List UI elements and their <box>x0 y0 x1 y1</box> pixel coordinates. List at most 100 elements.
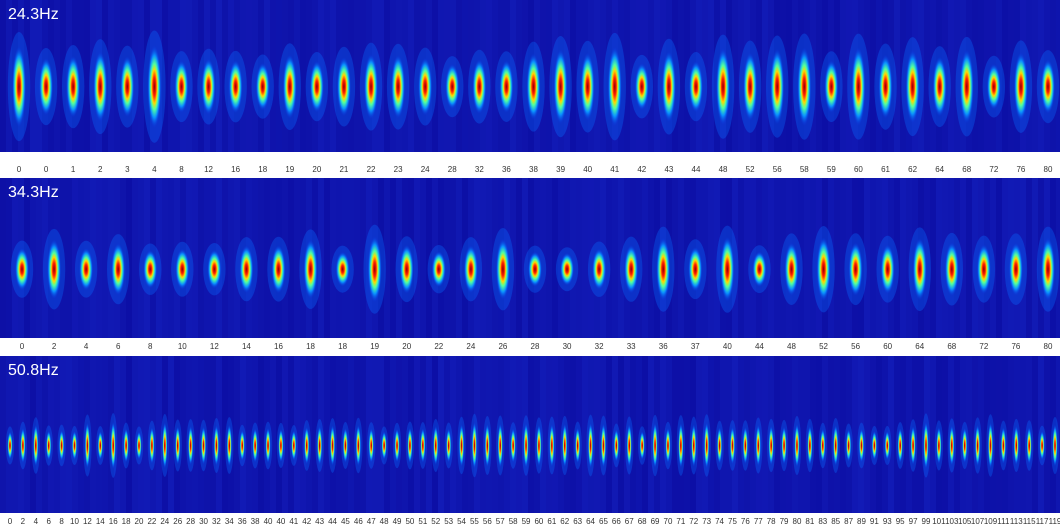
frame-label: 0 <box>17 165 22 174</box>
blob <box>329 425 336 466</box>
frame-label: 32 <box>212 517 221 526</box>
noise <box>708 0 714 152</box>
blob <box>213 425 220 466</box>
noise <box>906 356 912 513</box>
noise <box>144 356 150 513</box>
frame-label: 57 <box>496 517 505 526</box>
blob <box>729 426 736 465</box>
frame-label: 70 <box>664 517 673 526</box>
frame-label: 3 <box>125 165 130 174</box>
blob <box>923 421 929 470</box>
noise <box>132 356 138 513</box>
blob <box>553 49 568 125</box>
noise <box>456 0 462 152</box>
blob <box>394 428 400 463</box>
blob <box>871 430 877 461</box>
blob <box>656 237 671 301</box>
frame-label: 8 <box>59 517 64 526</box>
frame-label: 80 <box>1044 342 1053 351</box>
frame-label: 48 <box>380 517 389 526</box>
noise <box>300 0 306 152</box>
noise <box>804 178 810 338</box>
blob <box>797 47 812 127</box>
noise <box>402 0 408 152</box>
blob <box>912 238 927 301</box>
frame-label: 83 <box>818 517 827 526</box>
frame-label: 16 <box>231 165 240 174</box>
blob <box>932 56 947 117</box>
frame-label: 34 <box>225 517 234 526</box>
noise <box>978 0 984 152</box>
noise <box>156 356 162 513</box>
frame-label: 22 <box>434 342 443 351</box>
noise <box>750 356 756 513</box>
noise <box>720 356 726 513</box>
noise <box>582 178 588 338</box>
blob <box>884 430 890 461</box>
noise <box>420 178 426 338</box>
frame-label: 52 <box>819 342 828 351</box>
frame-label: 44 <box>755 342 764 351</box>
frame-label: 93 <box>883 517 892 526</box>
blob <box>716 427 723 464</box>
noise <box>864 178 870 338</box>
blob <box>342 428 349 463</box>
noise <box>522 0 528 152</box>
noise <box>210 356 216 513</box>
blob <box>1041 237 1055 301</box>
noise <box>438 356 444 513</box>
frame-label: 2 <box>21 517 26 526</box>
frame-label: 80 <box>1044 165 1053 174</box>
blob <box>743 52 758 121</box>
noise <box>192 0 198 152</box>
blob <box>560 252 575 286</box>
noise <box>816 0 822 152</box>
frame-label: 75 <box>728 517 737 526</box>
frame-label: 18 <box>306 342 315 351</box>
noise <box>654 0 660 152</box>
frame-label: 40 <box>276 517 285 526</box>
noise <box>768 178 774 338</box>
noise <box>414 0 420 152</box>
noise <box>480 356 486 513</box>
noise <box>186 0 192 152</box>
noise <box>930 178 936 338</box>
frame-label: 59 <box>827 165 836 174</box>
frame-label: 14 <box>96 517 105 526</box>
frame-label: 50 <box>405 517 414 526</box>
noise <box>42 356 48 513</box>
noise <box>1038 0 1044 152</box>
blob <box>580 52 595 121</box>
blob <box>93 51 108 122</box>
blob <box>974 424 981 467</box>
blob <box>824 60 839 113</box>
blob <box>962 427 968 464</box>
frame-label: 105 <box>958 517 972 526</box>
blob <box>175 426 181 465</box>
frame-label: 2 <box>98 165 103 174</box>
frame-label: 28 <box>531 342 540 351</box>
frame-label: 80 <box>793 517 802 526</box>
noise <box>180 356 186 513</box>
blob <box>768 425 774 466</box>
blob <box>626 424 632 467</box>
noise <box>192 178 198 338</box>
noise <box>0 356 6 513</box>
frame-label: 2 <box>52 342 57 351</box>
blob <box>59 430 65 461</box>
noise <box>414 178 420 338</box>
noise <box>738 178 744 338</box>
noise <box>1044 356 1050 513</box>
noise <box>828 178 834 338</box>
frame-label: 18 <box>338 342 347 351</box>
blob <box>613 429 619 462</box>
frame-label: 37 <box>691 342 700 351</box>
noise <box>864 0 870 152</box>
noise <box>714 356 720 513</box>
blob <box>575 427 581 464</box>
frame-label: 119 <box>1049 517 1060 526</box>
frame-label: 40 <box>723 342 732 351</box>
noise <box>582 356 588 513</box>
noise <box>642 178 648 338</box>
